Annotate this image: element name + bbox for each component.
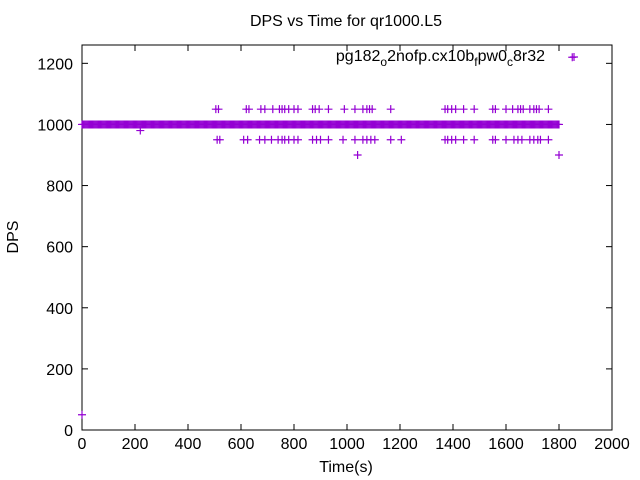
- data-point: [491, 105, 500, 114]
- y-tick-label: 1000: [37, 117, 73, 134]
- data-point: [350, 105, 359, 114]
- y-tick-label: 1200: [37, 56, 73, 73]
- data-point: [451, 105, 460, 114]
- x-tick-label: 1600: [488, 436, 524, 453]
- data-point: [78, 410, 86, 419]
- data-point: [260, 105, 269, 114]
- data-point: [517, 135, 526, 144]
- y-tick-label: 600: [46, 240, 73, 257]
- data-point: [555, 120, 563, 129]
- data-point: [459, 105, 468, 114]
- data-points: [78, 53, 577, 419]
- legend-label: pg182o2nofp.cx10bfpw0c8r32: [336, 48, 545, 69]
- axis-ticks: 0 200 400 600 800 1000 1200 1400 1600 1800 2000 0 20…: [37, 45, 630, 453]
- data-point: [214, 105, 223, 114]
- data-point: [544, 105, 553, 114]
- data-point: [555, 151, 563, 159]
- y-tick-label: 800: [46, 179, 73, 196]
- data-point: [536, 135, 545, 144]
- data-point: [386, 105, 395, 114]
- x-tick-label: 1400: [435, 436, 471, 453]
- plot-frame: [81, 44, 613, 431]
- data-point: [339, 135, 348, 144]
- y-tick-label: 0: [64, 423, 73, 440]
- data-point: [502, 135, 510, 144]
- data-point: [244, 105, 253, 114]
- data-point: [535, 105, 544, 114]
- legend: pg182o2nofp.cx10bfpw0c8r32: [336, 48, 578, 69]
- x-tick-label: 200: [122, 436, 149, 453]
- legend-marker: [570, 53, 578, 61]
- data-point: [544, 135, 553, 144]
- data-point: [293, 135, 302, 144]
- x-tick-label: 400: [175, 436, 202, 453]
- data-point: [470, 105, 479, 114]
- x-tick-label: 2000: [594, 436, 630, 453]
- x-tick-label: 1000: [329, 436, 365, 453]
- chart-title: DPS vs Time for qr1000.L5: [250, 13, 442, 30]
- x-tick-label: 1800: [541, 436, 577, 453]
- data-point: [316, 135, 325, 144]
- data-point: [368, 105, 377, 114]
- data-point: [243, 135, 252, 144]
- x-axis-title: Time(s): [319, 459, 373, 476]
- data-point: [370, 135, 379, 144]
- y-tick-label: 200: [46, 362, 73, 379]
- data-point: [350, 135, 359, 144]
- y-axis-title: DPS: [5, 221, 22, 254]
- data-point: [491, 135, 500, 144]
- data-point: [397, 135, 406, 144]
- data-point: [353, 151, 362, 159]
- data-point: [315, 105, 324, 114]
- data-point: [470, 135, 479, 144]
- x-tick-label: 0: [78, 436, 87, 453]
- data-point: [324, 105, 333, 114]
- x-tick-label: 800: [281, 436, 308, 453]
- data-point: [386, 135, 395, 144]
- data-point: [340, 105, 349, 114]
- data-point: [293, 105, 302, 114]
- data-point: [136, 126, 145, 135]
- data-point: [324, 135, 333, 144]
- y-tick-label: 400: [46, 301, 73, 318]
- x-tick-label: 600: [228, 436, 255, 453]
- data-point: [451, 135, 460, 144]
- data-point: [215, 135, 224, 144]
- x-tick-label: 1200: [382, 436, 418, 453]
- data-point: [459, 135, 468, 144]
